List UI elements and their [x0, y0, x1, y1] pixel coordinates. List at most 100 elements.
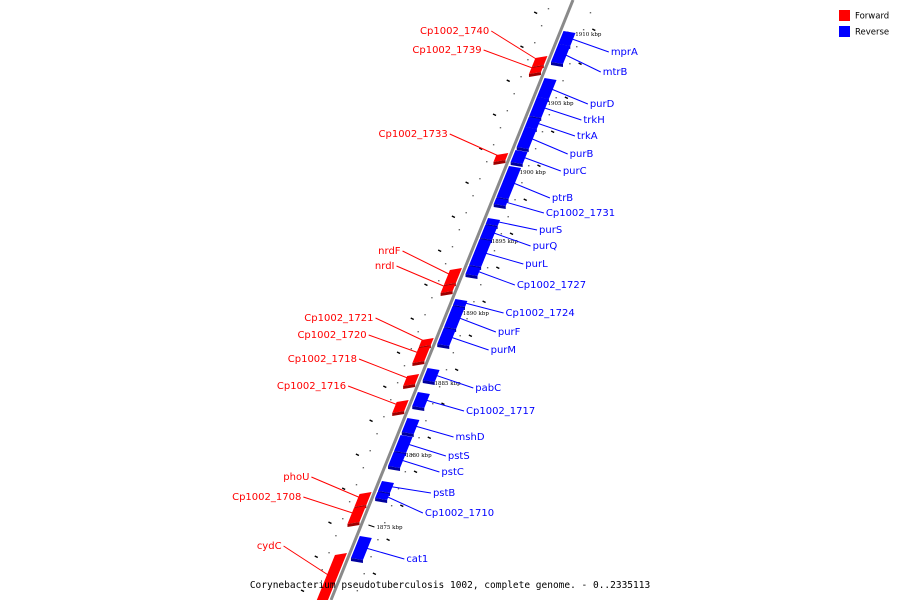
gene-Cp1002_1727[interactable] — [465, 266, 481, 279]
gene-block — [465, 266, 481, 276]
guide-dot — [548, 114, 551, 116]
gene-purL[interactable] — [469, 239, 492, 270]
gene-block — [550, 44, 571, 64]
gene-label: nrdF — [378, 246, 401, 257]
guide-dot — [540, 25, 543, 27]
axis-dash — [495, 266, 500, 270]
gene-block-bevel — [437, 344, 450, 349]
gene-callout — [483, 49, 536, 70]
axis-dash — [410, 317, 415, 321]
gene-callout — [311, 476, 363, 499]
axis-dash — [300, 589, 305, 593]
gene-purM[interactable] — [437, 328, 456, 349]
guide-dot — [355, 484, 358, 486]
gene-label: Cp1002_1717 — [466, 406, 535, 417]
axis-dash — [382, 385, 387, 389]
gene-Cp1002_1710[interactable] — [375, 492, 390, 503]
guide-dot — [369, 450, 371, 452]
gene-purB[interactable] — [516, 127, 537, 152]
guide-dot — [403, 365, 406, 367]
guide-dot — [444, 263, 447, 265]
axis-dash — [396, 351, 401, 355]
guide-dot — [480, 284, 482, 286]
gene-mtrB[interactable] — [550, 44, 571, 67]
gene-Cp1002_1720[interactable] — [412, 346, 431, 366]
gene-block-bevel — [550, 62, 563, 67]
gene-Cp1002_1718[interactable] — [403, 374, 420, 389]
legend-forward-swatch — [839, 10, 850, 21]
gene-pabC[interactable] — [422, 368, 440, 385]
gene-block — [394, 435, 413, 453]
dotted-guides — [300, 8, 596, 593]
guide-dot — [438, 386, 441, 388]
gene-label: Cp1002_1718 — [288, 354, 357, 365]
gene-block — [412, 346, 431, 363]
gene-callout — [501, 200, 545, 214]
kbp-tick-label: 1890 kbp — [463, 311, 490, 317]
axis-dash — [506, 79, 511, 83]
guide-dot — [499, 127, 502, 129]
gene-label: phoU — [283, 472, 309, 483]
guide-dot — [493, 250, 496, 252]
guide-dot — [528, 165, 530, 167]
guide-dot — [486, 161, 488, 163]
guide-dot — [534, 42, 536, 44]
axis-dash — [482, 300, 486, 304]
gene-block — [536, 78, 557, 99]
gene-block — [347, 506, 366, 524]
guide-dot — [541, 131, 544, 133]
gene-purC[interactable] — [510, 150, 528, 167]
gene-mshD[interactable] — [401, 418, 420, 437]
guide-dot — [376, 433, 378, 435]
gene-label: Cp1002_1739 — [412, 45, 481, 56]
gene-callout — [527, 136, 568, 155]
guide-dot — [396, 382, 399, 384]
guide-dot — [582, 29, 585, 31]
gene-callout — [421, 398, 465, 412]
gene-callout — [561, 52, 601, 73]
guide-dot — [451, 246, 454, 248]
gene-label: purL — [525, 259, 548, 270]
gene-label: trkA — [577, 131, 598, 142]
gene-callout — [509, 181, 551, 199]
guide-dot — [562, 80, 564, 82]
gene-labels: mprA mtrB purD trkH trkA purB purC ptrB Cp1002_1… — [232, 26, 638, 577]
legend-reverse-label: Reverse — [855, 28, 889, 38]
guide-dot — [417, 331, 419, 333]
guide-dot — [500, 233, 503, 235]
gene-label: Cp1002_1740 — [420, 26, 489, 37]
gene-Cp1002_1716[interactable] — [392, 400, 409, 416]
gene-block-bevel — [388, 466, 401, 471]
gene-Cp1002_1708[interactable] — [347, 506, 366, 527]
gene-block-bevel — [422, 380, 435, 385]
gene-block — [558, 31, 576, 46]
guide-dot — [507, 216, 509, 218]
guide-dot — [521, 182, 523, 184]
gene-block — [403, 374, 420, 386]
legend: Forward Reverse — [839, 10, 889, 38]
axis-dash — [369, 419, 373, 423]
guide-dot — [458, 229, 461, 231]
kbp-tick-label: 1910 kbp — [575, 32, 602, 38]
gene-callout — [491, 30, 539, 61]
gene-cydC[interactable] — [316, 553, 347, 600]
gene-pstC[interactable] — [388, 452, 406, 471]
gene-label: cat1 — [406, 554, 428, 565]
gene-callout — [347, 385, 400, 406]
gene-Cp1002_1731[interactable] — [493, 198, 509, 209]
guide-dot — [411, 454, 413, 456]
gene-cat1[interactable] — [350, 536, 372, 563]
axis-dash — [413, 470, 418, 474]
guide-dot — [418, 437, 420, 439]
axis-dash — [537, 164, 541, 168]
guide-dot — [534, 148, 537, 150]
kbp-tick-label: 1895 kbp — [492, 239, 519, 245]
guide-dot — [513, 93, 515, 95]
axis-dash — [523, 198, 528, 202]
gene-callout — [402, 250, 453, 276]
gene-label: mtrB — [603, 67, 628, 78]
gene-Cp1002_1717[interactable] — [412, 392, 430, 411]
guide-dot — [404, 471, 407, 473]
gene-block-bevel — [493, 204, 506, 209]
